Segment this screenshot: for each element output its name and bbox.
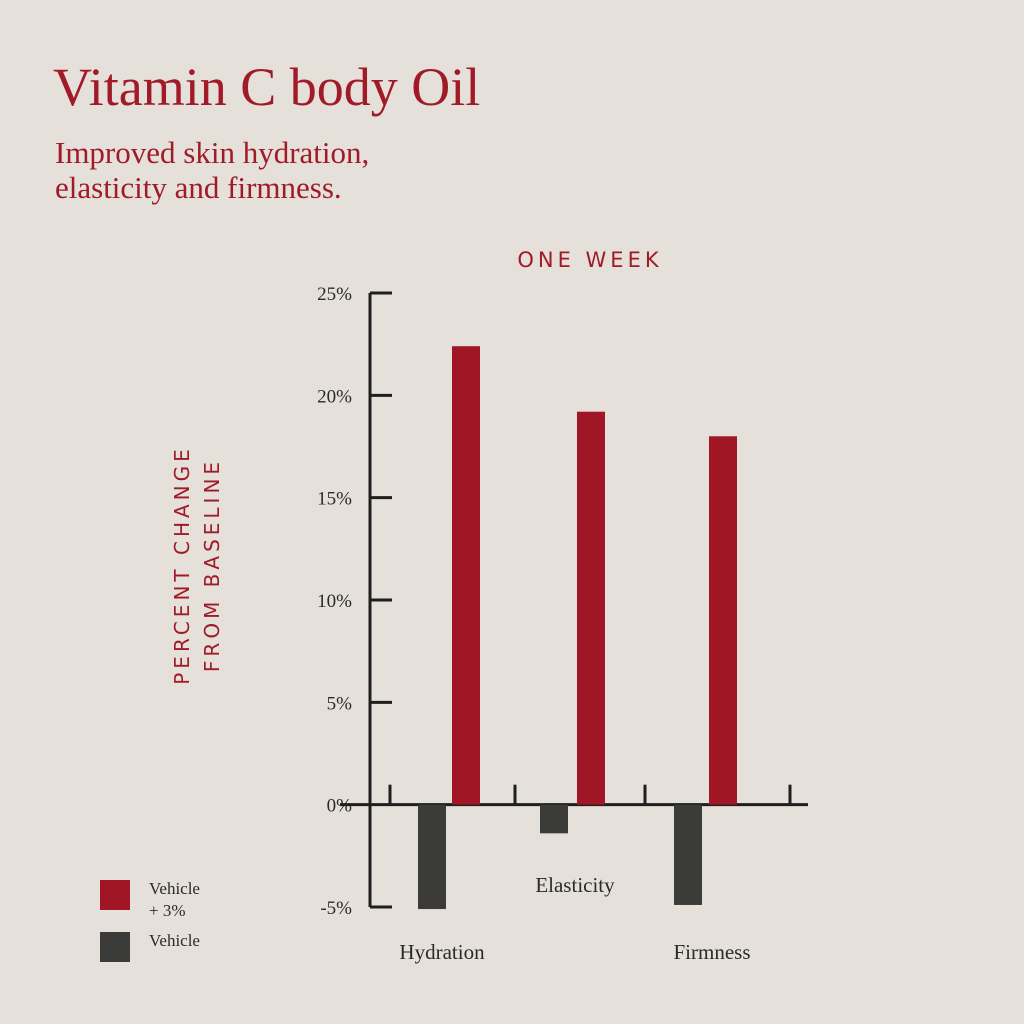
bar-vehicle-elasticity <box>540 804 568 834</box>
legend-swatch-vehicle <box>100 932 130 962</box>
y-tick-label: 10% <box>317 591 352 612</box>
page-subtitle: Improved skin hydration, elasticity and … <box>55 135 369 205</box>
y-tick-label: 15% <box>317 489 352 510</box>
bar-vehicle-3-hydration <box>452 346 480 805</box>
legend-label-vehicle-3pct: Vehicle + 3% <box>149 878 200 922</box>
category-label-firmness: Firmness <box>673 940 750 964</box>
bar-vehicle-3-firmness <box>709 436 737 805</box>
y-tick-label: 5% <box>327 693 353 714</box>
category-label-elasticity: Elasticity <box>535 873 615 897</box>
legend-label-vehicle-line-1: Vehicle <box>149 931 200 950</box>
legend-label-vehicle-3pct-line-1: Vehicle <box>149 879 200 898</box>
page-title: Vitamin C body Oil <box>53 57 481 117</box>
bar-vehicle-3-elasticity <box>577 411 605 805</box>
legend-label-vehicle-3pct-line-2: + 3% <box>149 901 186 920</box>
bar-vehicle-firmness <box>674 804 702 905</box>
subtitle-line-2: elasticity and firmness. <box>55 170 342 205</box>
y-tick-label: 25% <box>317 284 352 305</box>
y-tick-label: 20% <box>317 386 352 407</box>
chart-title: ONE WEEK <box>517 248 663 272</box>
subtitle-line-1: Improved skin hydration, <box>55 135 370 170</box>
y-tick-label: 0% <box>327 796 353 817</box>
y-tick-label: -5% <box>320 898 352 919</box>
legend-swatch-vehicle-3pct <box>100 880 130 910</box>
category-label-hydration: Hydration <box>399 940 485 964</box>
legend-label-vehicle: Vehicle <box>149 930 200 952</box>
bar-vehicle-hydration <box>418 804 446 910</box>
